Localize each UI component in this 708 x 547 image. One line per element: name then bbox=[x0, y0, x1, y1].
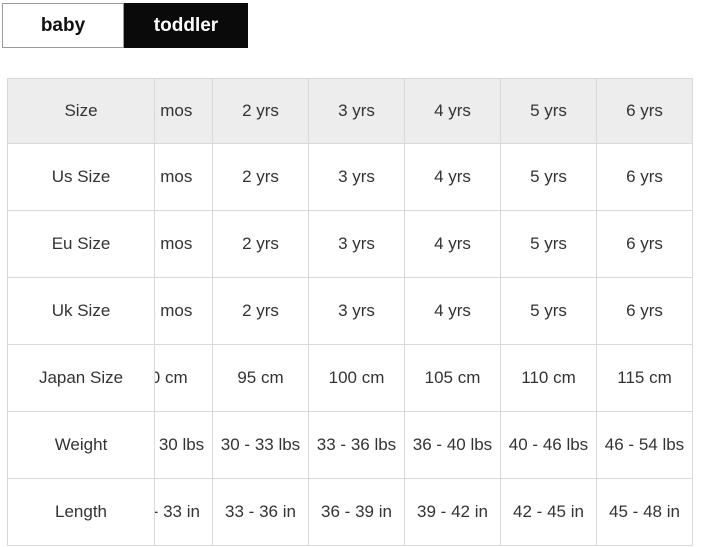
size-cell: 39 - 42 in bbox=[405, 479, 501, 546]
size-table-scroll[interactable]: Size 24 mos 2 yrs 3 yrs 4 yrs 5 yrs 6 yr… bbox=[7, 78, 693, 546]
size-cell: 3 yrs bbox=[309, 211, 405, 278]
size-cell: 5 yrs bbox=[501, 278, 597, 345]
table-row-eu-size: Eu Size 24 mos 2 yrs 3 yrs 4 yrs 5 yrs 6… bbox=[8, 211, 693, 278]
size-cell: 4 yrs bbox=[405, 211, 501, 278]
size-cell: 5 yrs bbox=[501, 144, 597, 211]
size-cell: 3 yrs bbox=[309, 144, 405, 211]
size-cell: 36 - 39 in bbox=[309, 479, 405, 546]
size-cell: 2 yrs bbox=[213, 144, 309, 211]
size-cell: 40 - 46 lbs bbox=[501, 412, 597, 479]
header-cell-4-yrs: 4 yrs bbox=[405, 79, 501, 144]
size-cell: 6 yrs bbox=[597, 144, 693, 211]
size-cell: 33 - 36 lbs bbox=[309, 412, 405, 479]
size-cell: 36 - 40 lbs bbox=[405, 412, 501, 479]
header-cell-2-yrs: 2 yrs bbox=[213, 79, 309, 144]
size-cell: 2 yrs bbox=[213, 211, 309, 278]
table-row-weight: Weight 27 - 30 lbs 30 - 33 lbs 33 - 36 l… bbox=[8, 412, 693, 479]
size-cell: 110 cm bbox=[501, 345, 597, 412]
tab-toddler[interactable]: toddler bbox=[124, 3, 248, 48]
row-label-uk-size: Uk Size bbox=[8, 278, 155, 345]
header-cell-5-yrs: 5 yrs bbox=[501, 79, 597, 144]
size-chart-tabs: baby toddler bbox=[2, 3, 248, 48]
size-cell: 100 cm bbox=[309, 345, 405, 412]
size-cell: 115 cm bbox=[597, 345, 693, 412]
size-cell: 5 yrs bbox=[501, 211, 597, 278]
size-cell: 46 - 54 lbs bbox=[597, 412, 693, 479]
row-label-japan-size: Japan Size bbox=[8, 345, 155, 412]
table-row-uk-size: Uk Size 24 mos 2 yrs 3 yrs 4 yrs 5 yrs 6… bbox=[8, 278, 693, 345]
row-label-us-size: Us Size bbox=[8, 144, 155, 211]
size-cell: 2 yrs bbox=[213, 278, 309, 345]
size-cell: 42 - 45 in bbox=[501, 479, 597, 546]
size-cell: 4 yrs bbox=[405, 144, 501, 211]
header-cell-3-yrs: 3 yrs bbox=[309, 79, 405, 144]
table-row-japan-size: Japan Size 90 cm 95 cm 100 cm 105 cm 110… bbox=[8, 345, 693, 412]
table-row-length: Length 30 - 33 in 33 - 36 in 36 - 39 in … bbox=[8, 479, 693, 546]
tab-baby[interactable]: baby bbox=[2, 3, 124, 48]
row-label-length: Length bbox=[8, 479, 155, 546]
size-cell: 95 cm bbox=[213, 345, 309, 412]
size-cell: 33 - 36 in bbox=[213, 479, 309, 546]
table-row-us-size: Us Size 24 mos 2 yrs 3 yrs 4 yrs 5 yrs 6… bbox=[8, 144, 693, 211]
row-label-eu-size: Eu Size bbox=[8, 211, 155, 278]
size-cell: 6 yrs bbox=[597, 278, 693, 345]
size-cell: 45 - 48 in bbox=[597, 479, 693, 546]
size-cell: 4 yrs bbox=[405, 278, 501, 345]
row-label-size: Size bbox=[8, 79, 155, 144]
row-label-weight: Weight bbox=[8, 412, 155, 479]
header-cell-6-yrs: 6 yrs bbox=[597, 79, 693, 144]
size-cell: 3 yrs bbox=[309, 278, 405, 345]
size-table: Size 24 mos 2 yrs 3 yrs 4 yrs 5 yrs 6 yr… bbox=[8, 79, 693, 546]
size-cell: 6 yrs bbox=[597, 211, 693, 278]
size-cell: 30 - 33 lbs bbox=[213, 412, 309, 479]
size-cell: 105 cm bbox=[405, 345, 501, 412]
table-header-row: Size 24 mos 2 yrs 3 yrs 4 yrs 5 yrs 6 yr… bbox=[8, 79, 693, 144]
